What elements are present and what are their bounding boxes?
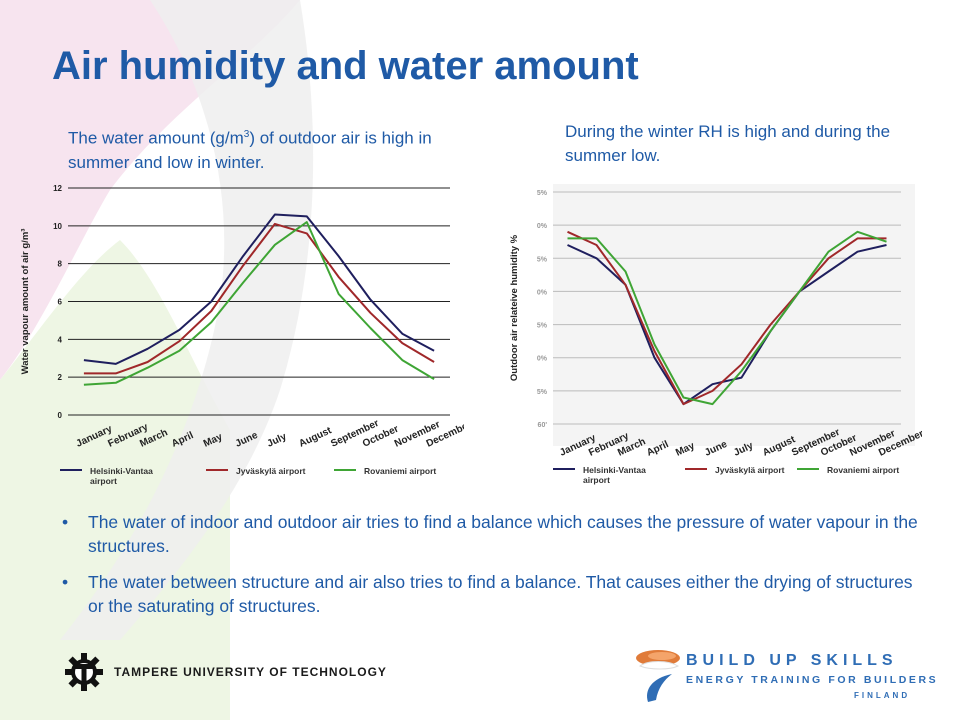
series-line-2 (83, 222, 435, 375)
y-tick-label: 4 (58, 335, 63, 344)
series-line-3 (567, 230, 887, 406)
gear-logo-icon (65, 653, 103, 691)
logo-country: FINLAND (854, 691, 911, 700)
build-up-skills-logo: BUILD UP SKILLS ENERGY TRAINING FOR BUIL… (632, 644, 936, 708)
y-axis-label: Water vapour amount of air g/m³ (20, 229, 31, 375)
bullet-text: The water between structure and air also… (88, 572, 913, 616)
y-tick-label: 60' (538, 422, 548, 429)
caption-text-end: ) of outdoor air is high in summer and l… (68, 128, 432, 172)
relative-humidity-chart: 60' 5% 0% 5% 0% 5% 0% 5% Outdoor air relateive h… (509, 184, 922, 485)
bullet-list: • The water of indoor and outdoor air tr… (62, 510, 922, 630)
y-tick-label: 0% (537, 356, 548, 363)
y-tick-label: 5% (537, 190, 548, 197)
y-tick-label: 0 (58, 411, 63, 420)
legend-label: Helsinki-Vantaa airport (583, 465, 646, 485)
caption-text-start: The water amount (g/m (68, 128, 244, 148)
y-tick-label: 0% (537, 223, 548, 230)
university-footer: TAMPERE UNIVERSITY OF TECHNOLOGY (64, 652, 387, 692)
logo-title: BUILD UP SKILLS (686, 652, 898, 669)
y-tick-label: 6 (58, 298, 63, 307)
x-tick-label: April (170, 430, 195, 450)
slide-title: Air humidity and water amount (52, 44, 639, 88)
series-line-1 (567, 244, 887, 406)
y-tick-label: 2 (58, 373, 63, 382)
bullet-marker: • (62, 572, 69, 592)
series-line-1 (83, 213, 435, 365)
y-axis-label: Outdoor air relateive humidity % (509, 234, 520, 381)
y-tick-label: 8 (58, 260, 63, 269)
university-name: TAMPERE UNIVERSITY OF TECHNOLOGY (114, 665, 387, 679)
bullet-item: • The water of indoor and outdoor air tr… (62, 510, 922, 558)
bullet-item: • The water between structure and air al… (62, 570, 922, 618)
x-tick-label: July (266, 431, 289, 450)
y-tick-label: 12 (53, 184, 62, 193)
logo-subtitle: ENERGY TRAINING FOR BUILDERS (686, 674, 939, 686)
plot-background (553, 184, 915, 446)
grey-swoosh (60, 0, 314, 640)
caption-superscript: 3 (243, 129, 250, 140)
x-tick-label: June (234, 430, 260, 450)
y-tick-label: 5% (537, 389, 548, 396)
x-tick-label: August (297, 425, 333, 450)
bullet-marker: • (62, 512, 69, 532)
right-chart-caption: During the winter RH is high and during … (565, 122, 891, 165)
legend-label: Jyväskylä airport (236, 466, 306, 476)
series-line-2 (567, 230, 887, 406)
legend-label: Jyväskylä airport (715, 465, 785, 475)
build-up-skills-emblem-icon (636, 650, 680, 702)
legend-label: Rovaniemi airport (364, 466, 436, 476)
pink-swoosh (0, 0, 300, 380)
y-tick-label: 5% (537, 323, 548, 330)
legend-label: Helsinki-Vantaa airport (90, 466, 153, 486)
water-vapour-chart: 0 2 4 6 8 10 12 Water vapour amount of air g/m³… (20, 184, 464, 486)
x-tick-label: May (202, 431, 225, 449)
left-chart-caption: The water amount (g/m3) of outdoor air i… (68, 123, 468, 175)
legend-label: Rovaniemi airport (827, 465, 899, 475)
y-tick-label: 5% (537, 256, 548, 263)
y-tick-label: 10 (53, 222, 62, 231)
series-line-3 (83, 221, 435, 386)
bullet-text: The water of indoor and outdoor air trie… (88, 512, 918, 556)
y-tick-label: 0% (537, 289, 548, 296)
green-swoosh (0, 240, 230, 720)
